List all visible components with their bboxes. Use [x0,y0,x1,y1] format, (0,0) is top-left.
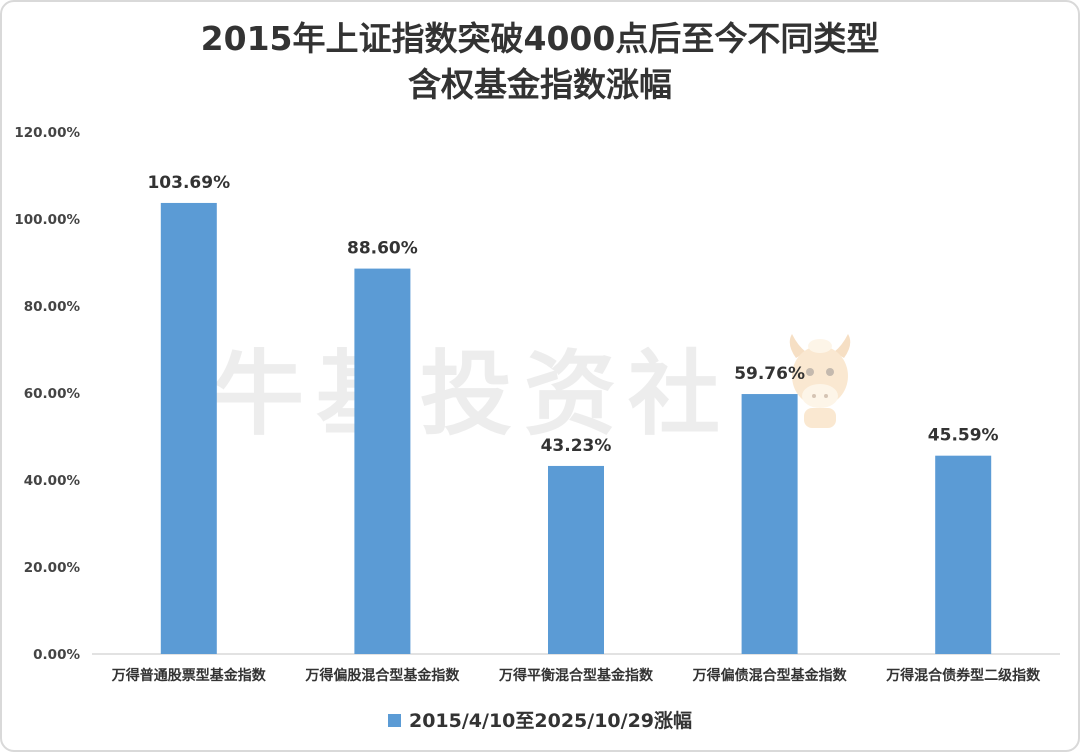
bar-data-label: 45.59% [928,426,999,446]
x-tick-label: 万得偏债混合型基金指数 [692,667,848,684]
bull-mascot-icon [789,334,851,428]
x-tick-label: 万得混合债券型二级指数 [885,667,1041,684]
x-tick-label: 万得平衡混合型基金指数 [498,667,654,684]
y-tick-label: 40.00% [24,473,81,489]
bar [548,465,604,654]
bar [935,455,992,654]
legend: 2015/4/10至2025/10/29涨幅 [2,706,1078,733]
bar-data-label: 88.60% [347,239,418,259]
legend-label: 2015/4/10至2025/10/29涨幅 [408,710,693,732]
y-tick-label: 80.00% [24,299,81,315]
chart-title-line-1: 2015年上证指数突破4000点后至今不同类型 [200,19,880,58]
watermark-text: 牛基投资社 [212,341,733,448]
y-tick-label: 100.00% [14,212,80,228]
chart-title: 2015年上证指数突破4000点后至今不同类型 含权基金指数涨幅 [2,16,1078,108]
x-tick-label: 万得偏股混合型基金指数 [304,667,460,684]
bar-data-label: 43.23% [541,436,612,456]
legend-swatch [387,714,401,727]
y-tick-label: 0.00% [33,647,80,663]
bar-data-label: 103.69% [147,173,230,193]
bar [354,268,411,654]
y-tick-label: 20.00% [24,560,81,576]
x-tick-label: 万得普通股票型基金指数 [111,667,267,684]
chart-title-line-2: 含权基金指数涨幅 [408,65,672,104]
y-tick-label: 120.00% [14,125,80,141]
bar [160,202,217,655]
y-tick-label: 60.00% [24,386,81,402]
bar [741,394,798,654]
bar-data-label: 59.76% [734,364,805,384]
